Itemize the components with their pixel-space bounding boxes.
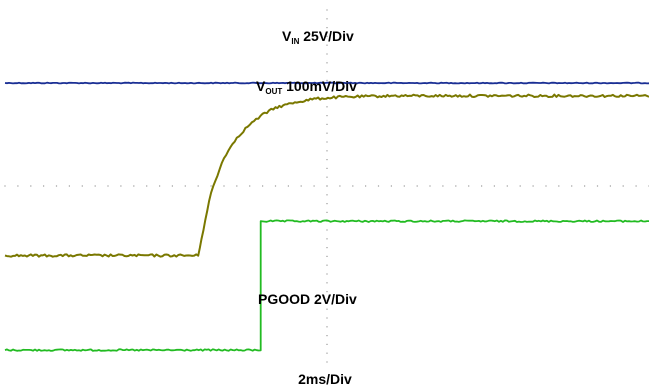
grid-dot [519, 185, 521, 187]
pgood-label: PGOOD 2V/Div [258, 291, 357, 307]
grid-dot [326, 141, 328, 143]
grid-dot [558, 185, 560, 187]
grid-dot [468, 185, 470, 187]
grid-dot [326, 335, 328, 337]
grid-dot [326, 123, 328, 125]
grid-dot [43, 185, 45, 187]
grid-dot [635, 185, 637, 187]
grid-dot [326, 308, 328, 310]
grid-dot [455, 185, 457, 187]
grid-dot [236, 185, 238, 187]
grid-dot [326, 185, 328, 187]
grid-dot [326, 299, 328, 301]
grid-dot [210, 185, 212, 187]
grid-dot [326, 167, 328, 169]
grid-dot [416, 185, 418, 187]
grid-dot [506, 185, 508, 187]
grid-dot [442, 185, 444, 187]
grid-dot [326, 282, 328, 284]
grid-dot [326, 79, 328, 81]
grid-dot [287, 185, 289, 187]
grid-dot [326, 176, 328, 178]
grid-dot [249, 185, 251, 187]
grid-dot [622, 185, 624, 187]
vin-label: VIN 25V/Div [282, 28, 354, 46]
grid-dot [81, 185, 83, 187]
grid-dot [493, 185, 495, 187]
grid-dot [326, 273, 328, 275]
grid-dot [571, 185, 573, 187]
grid-dot [326, 18, 328, 20]
grid-dot [223, 185, 225, 187]
grid-dot [326, 44, 328, 46]
grid [4, 9, 649, 363]
grid-dot [429, 185, 431, 187]
grid-dot [481, 185, 483, 187]
grid-dot [30, 185, 32, 187]
grid-dot [390, 185, 392, 187]
trace-vin [4, 81, 649, 85]
grid-dot [326, 291, 328, 293]
grid-dot [326, 211, 328, 213]
grid-dot [274, 185, 277, 187]
grid-dot [326, 35, 328, 37]
grid-dot [326, 88, 328, 90]
grid-dot [107, 185, 109, 187]
grid-dot [262, 185, 264, 187]
grid-dot [596, 185, 599, 187]
grid-dot [326, 27, 328, 29]
grid-dot [403, 185, 405, 187]
grid-dot [377, 185, 380, 187]
grid-dot [326, 203, 328, 205]
grid-dot [326, 71, 328, 73]
grid-dot [326, 361, 328, 363]
grid-dot [584, 185, 586, 187]
grid-dot [55, 185, 58, 187]
grid-dot [326, 9, 328, 11]
grid-dot [68, 185, 70, 187]
grid-dot [609, 185, 611, 187]
grid-dot [365, 185, 367, 187]
grid-dot [326, 229, 328, 231]
trace-vout [4, 93, 649, 258]
grid-dot [339, 185, 341, 187]
grid-dot [326, 264, 328, 266]
grid-dot [326, 106, 328, 108]
grid-dot [94, 185, 96, 187]
grid-dot [326, 255, 328, 257]
x-axis-label: 2ms/Div [298, 371, 352, 387]
grid-dot [326, 317, 328, 319]
grid-dot [159, 185, 161, 187]
traces [4, 81, 649, 352]
grid-dot [313, 185, 315, 187]
grid-dot [326, 132, 328, 134]
grid-dot [326, 115, 328, 117]
grid-dot [326, 326, 328, 328]
grid-dot [532, 185, 534, 187]
vout-label: VOUT 100mV/Div [256, 78, 357, 96]
grid-dot [4, 185, 6, 187]
grid-dot [352, 185, 354, 187]
grid-dot [300, 185, 302, 187]
grid-dot [545, 185, 547, 187]
grid-dot [197, 185, 199, 187]
grid-dot [326, 159, 328, 161]
grid-dot [326, 238, 328, 240]
grid-dot [120, 185, 122, 187]
grid-dot [326, 247, 328, 249]
grid-dot [17, 185, 19, 187]
grid-dot [133, 185, 135, 187]
grid-dot [326, 62, 328, 64]
trace-pgood [4, 219, 649, 352]
grid-dot [326, 343, 328, 345]
grid-dot [326, 352, 328, 354]
grid-dot [326, 150, 328, 152]
grid-dot [326, 53, 328, 55]
grid-dot [146, 185, 148, 187]
grid-dot [171, 185, 173, 187]
grid-dot [184, 185, 186, 187]
grid-dot [326, 194, 328, 196]
